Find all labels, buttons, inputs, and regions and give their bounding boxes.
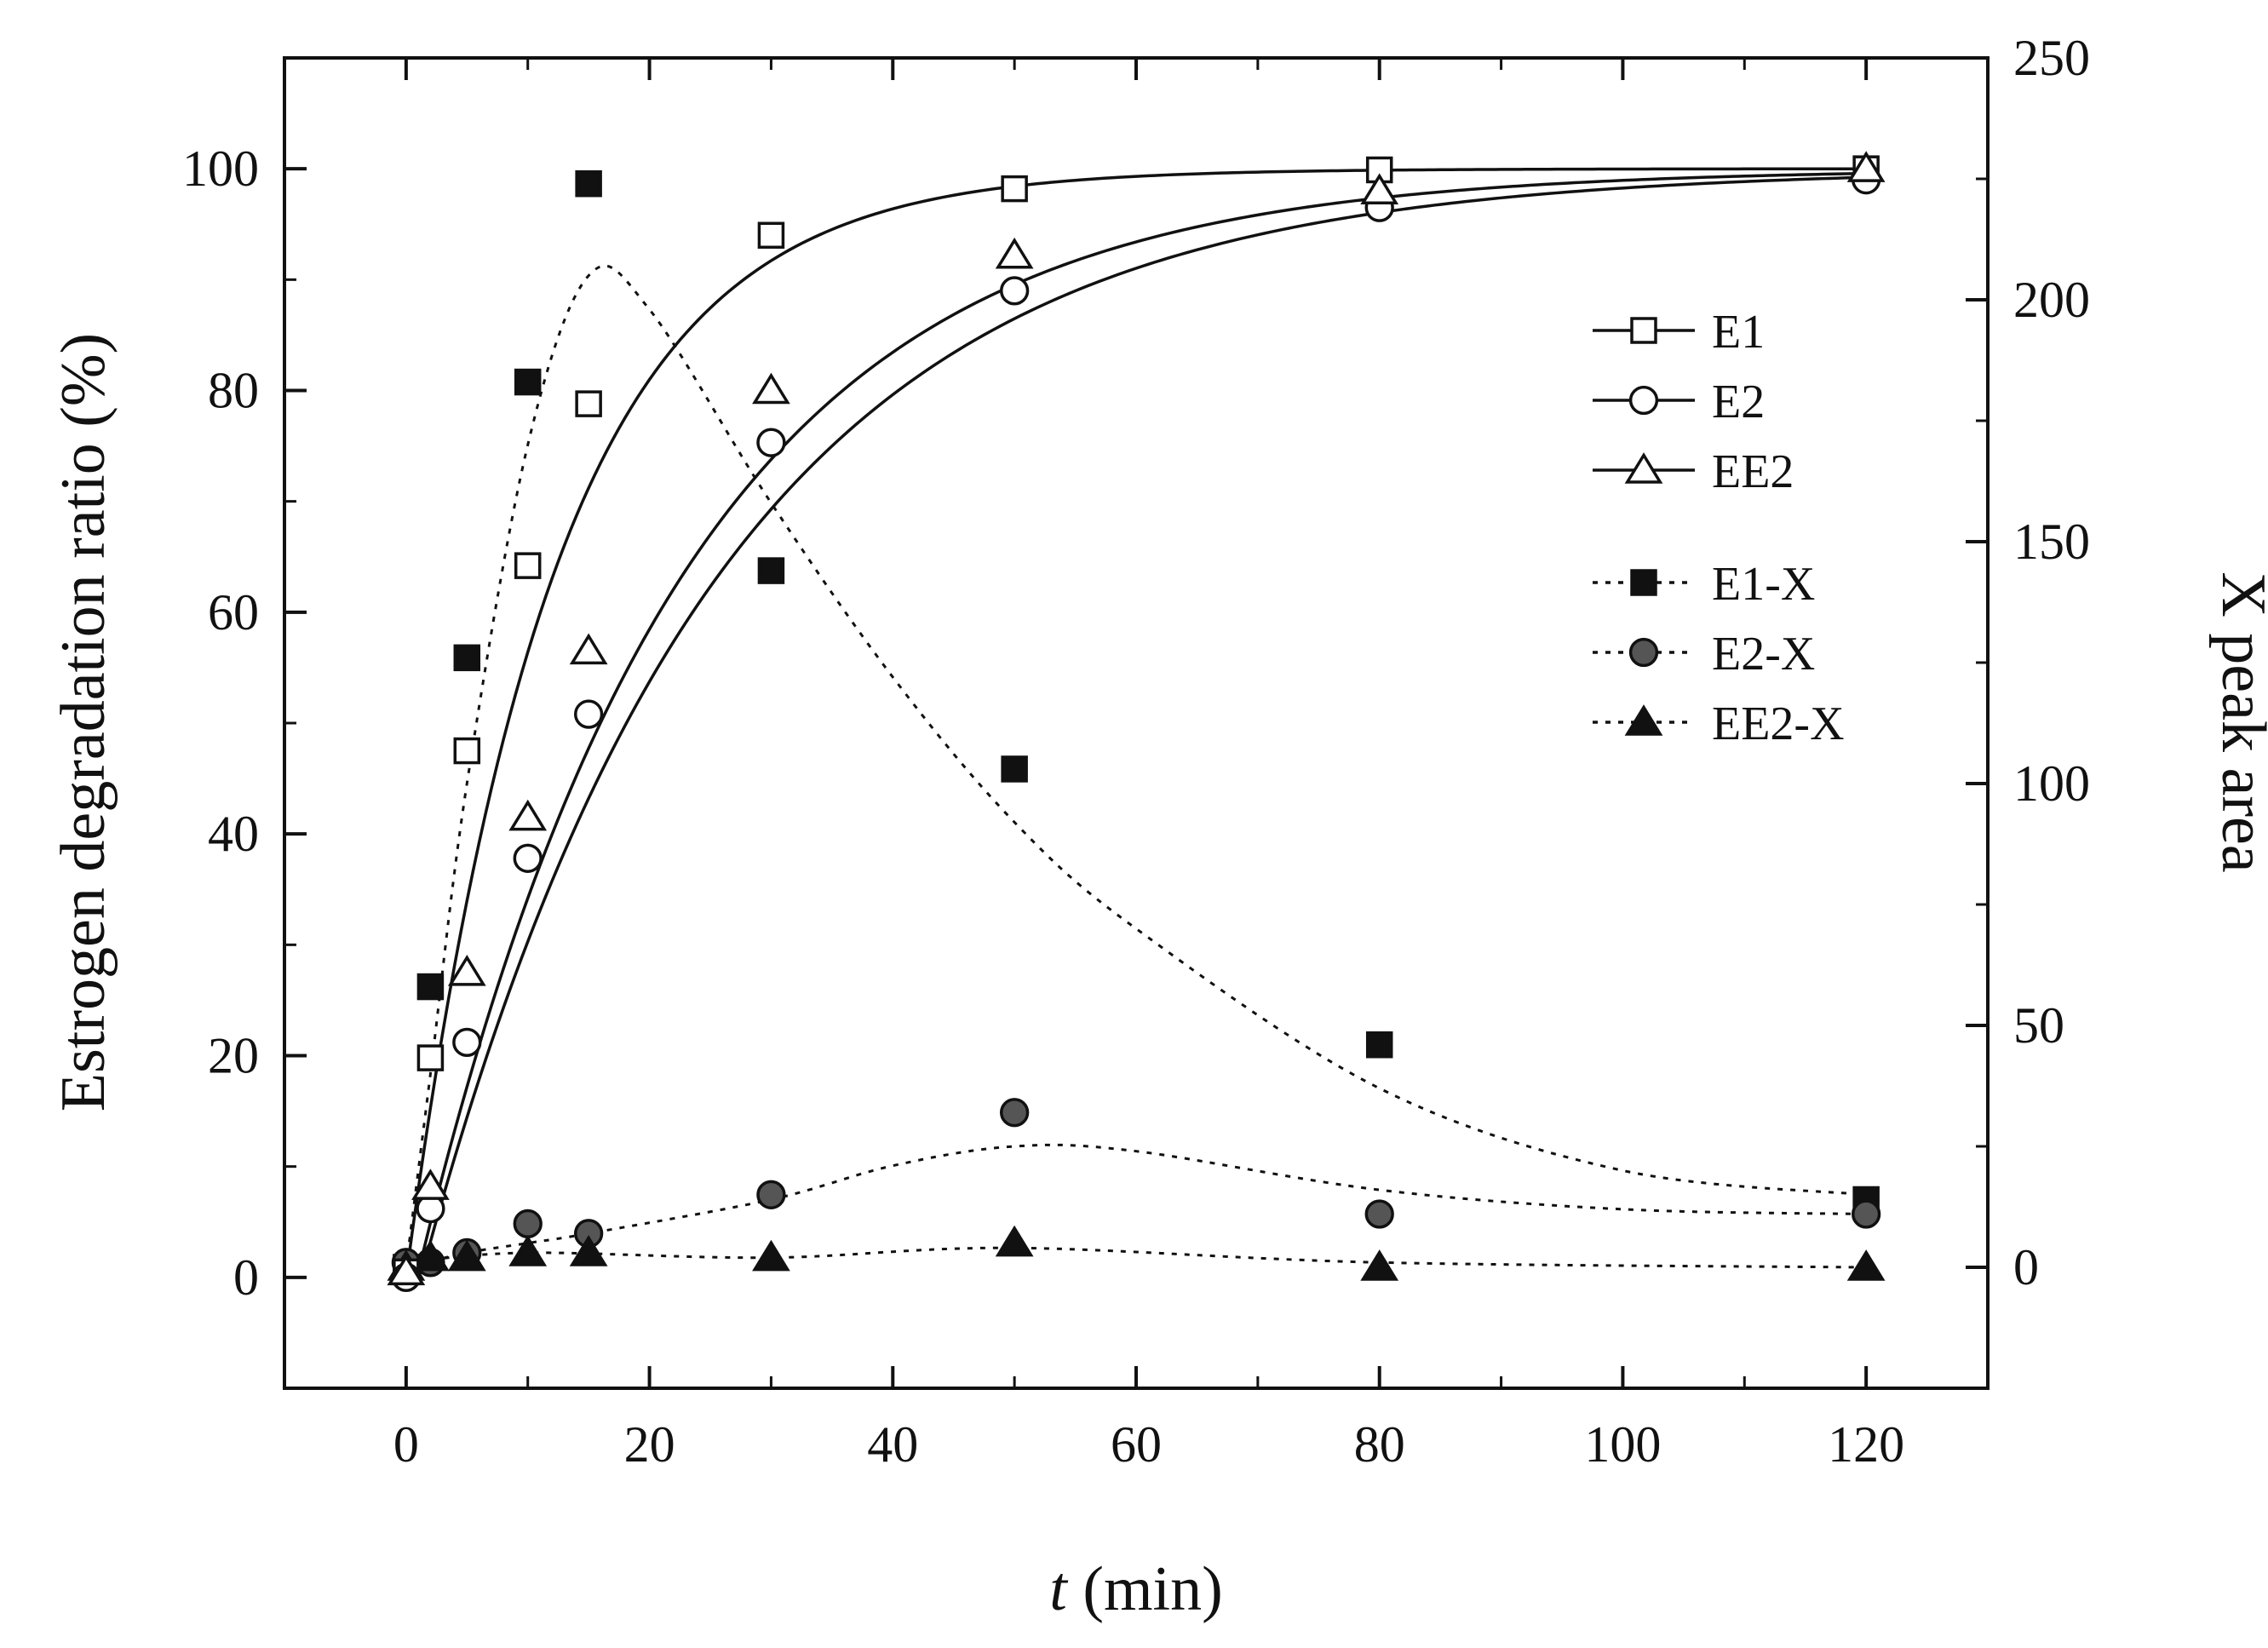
y-right-tick-label: 50 <box>2013 997 2064 1054</box>
point-e2 <box>999 276 1030 306</box>
point-e1 <box>514 552 542 579</box>
x-tick-label: 120 <box>1828 1416 1904 1473</box>
legend-item-ee2-x: EE2-X <box>1593 698 1845 750</box>
x-tick-label: 60 <box>1111 1416 1162 1473</box>
legend-item-e2-x: E2-X <box>1593 628 1815 680</box>
y-left-tick-label: 100 <box>182 141 259 197</box>
legend-marker-ee2-x <box>1624 704 1663 736</box>
legend-item-e1: E1 <box>1593 306 1765 359</box>
y-right-tick-label: 250 <box>2013 30 2090 86</box>
point-e2 <box>756 428 786 457</box>
x-axis-title-unit: (min) <box>1067 1554 1223 1624</box>
point-ee2 <box>447 955 486 986</box>
point-e2-x <box>999 1098 1030 1128</box>
x-axis-title-variable: t <box>1049 1554 1069 1624</box>
y-right-tick-label: 150 <box>2013 514 2090 570</box>
legend-label-e1-x: E1-X <box>1712 558 1815 611</box>
legend-label-ee2-x: EE2-X <box>1712 698 1845 750</box>
legend-label-e1: E1 <box>1712 306 1765 359</box>
point-e1 <box>1001 175 1028 203</box>
point-ee2 <box>569 633 608 665</box>
axis-ticks: 0 20 40 60 80 100 120 0 20 40 60 80 100 0 50 100 150 200 2… <box>182 30 2090 1473</box>
point-e2 <box>452 1027 482 1058</box>
legend-marker-e2 <box>1628 385 1659 416</box>
fit-curve-ee2 <box>405 171 1867 1279</box>
point-e1 <box>757 221 785 250</box>
point-e2 <box>573 699 604 729</box>
y-right-tick-label: 0 <box>2013 1239 2039 1295</box>
y-left-tick-label: 20 <box>208 1028 259 1084</box>
point-e2-x <box>513 1209 543 1239</box>
point-ee2 <box>1846 151 1886 182</box>
point-ee2 <box>387 1254 426 1286</box>
point-e2 <box>513 843 543 873</box>
point-e1-x <box>1001 755 1028 783</box>
point-e1 <box>453 737 481 765</box>
x-tick-label: 80 <box>1354 1416 1405 1473</box>
point-e1-x <box>1365 1031 1393 1059</box>
x-tick-label: 20 <box>624 1416 675 1473</box>
point-e1-x <box>575 169 602 198</box>
point-e2-x <box>1851 1199 1881 1229</box>
trend-curve-e2-x <box>405 1143 1867 1269</box>
point-ee2-x <box>1360 1249 1399 1281</box>
y-left-tick-label: 40 <box>208 806 259 862</box>
point-e2-x <box>756 1180 786 1209</box>
point-ee2 <box>995 237 1034 269</box>
legend-item-e1-x: E1-X <box>1593 558 1815 611</box>
y-left-tick-label: 60 <box>208 584 259 640</box>
y-axis-title-left: Estrogen degradation ratio (%) <box>49 333 118 1111</box>
point-ee2-x <box>447 1239 486 1272</box>
y-left-tick-label: 80 <box>208 363 259 419</box>
legend: E1 E2 EE2 E1-X E2-X EE2-X <box>1593 306 1845 750</box>
legend-marker-e1 <box>1630 317 1657 344</box>
point-ee2-x <box>995 1225 1034 1257</box>
legend-marker-e2-x <box>1628 637 1659 668</box>
legend-marker-e1-x <box>1630 569 1657 596</box>
point-ee2 <box>752 372 790 405</box>
fit-curve-e1 <box>405 167 1867 1278</box>
point-ee2-x <box>411 1239 450 1272</box>
point-ee2 <box>1360 173 1399 204</box>
y-right-tick-label: 100 <box>2013 755 2090 812</box>
trend-curve-ee2-x <box>405 1246 1867 1269</box>
point-ee2-x <box>508 1235 548 1266</box>
legend-label-ee2: EE2 <box>1712 445 1794 498</box>
fit-curves <box>405 167 1867 1279</box>
legend-item-e2: E2 <box>1593 376 1765 428</box>
point-ee2-x <box>752 1239 790 1272</box>
legend-item-ee2: EE2 <box>1593 445 1794 498</box>
point-e1 <box>416 1044 445 1071</box>
x-tick-label: 0 <box>393 1416 419 1473</box>
point-e1 <box>575 390 602 417</box>
fit-curve-e2 <box>405 175 1867 1279</box>
point-e1-x <box>514 368 542 396</box>
legend-label-e2: E2 <box>1712 376 1765 428</box>
point-ee2-x <box>1846 1249 1886 1281</box>
y-left-tick-label: 0 <box>233 1249 259 1306</box>
point-ee2-x <box>569 1235 608 1266</box>
y-right-tick-label: 200 <box>2013 272 2090 328</box>
data-markers <box>387 151 1886 1292</box>
x-tick-label: 40 <box>867 1416 918 1473</box>
point-e1-x <box>757 557 785 584</box>
legend-marker-ee2 <box>1624 452 1663 484</box>
x-axis-title: t (min) <box>1049 1554 1222 1624</box>
x-tick-label: 100 <box>1584 1416 1661 1473</box>
y-axis-title-right: X peak area <box>2208 571 2268 872</box>
point-ee2 <box>508 799 548 831</box>
point-e2-x <box>1364 1199 1394 1229</box>
point-e1-x <box>416 973 445 1001</box>
point-ee2 <box>411 1169 450 1200</box>
point-e1-x <box>453 644 481 672</box>
legend-label-e2-x: E2-X <box>1712 628 1815 680</box>
